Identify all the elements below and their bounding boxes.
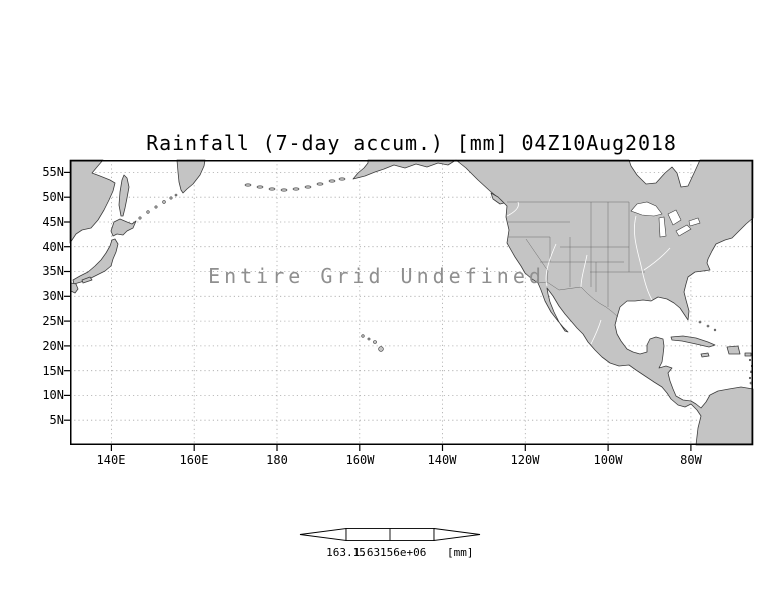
cuba-island (670, 335, 716, 348)
puerto-rico-island (744, 352, 752, 357)
colorbar-label-min: 163.15 (326, 546, 366, 559)
rivers (506, 201, 671, 345)
y-axis-tick-label: 20N (42, 339, 64, 353)
colorbar-right-arrow (433, 527, 481, 542)
y-axis-tick-label: 10N (42, 388, 64, 402)
map-svg (64, 159, 754, 451)
y-axis-tick-label: 15N (42, 364, 64, 378)
x-axis-tick-label: 160E (179, 453, 209, 467)
x-axis-tick-label: 140W (427, 453, 457, 467)
annotation-grid-undefined: Entire Grid Undefined (208, 264, 545, 288)
hispaniola-island (726, 345, 741, 355)
y-axis-tick-label: 40N (42, 240, 64, 254)
y-axis-tick-label: 45N (42, 215, 64, 229)
y-axis-tick-label: 30N (42, 289, 64, 303)
x-axis-tick-label: 160W (345, 453, 375, 467)
colorbar-left-arrow (299, 527, 347, 542)
aleutian-islands (244, 177, 346, 192)
great-lakes (630, 201, 701, 238)
x-axis-tick-label: 80W (680, 453, 702, 467)
siberia-coast (69, 159, 116, 244)
sakhalin-island (118, 174, 130, 217)
y-axis-tick-label: 25N (42, 314, 64, 328)
axis-ticks (64, 171, 692, 451)
chart-title: Rainfall (7-day accum.) [mm] 04Z10Aug201… (146, 131, 677, 155)
plot-frame (70, 160, 753, 445)
kamchatka-peninsula (176, 159, 206, 194)
shikoku-island (81, 276, 93, 284)
colorbar-units: [mm] (447, 546, 474, 559)
kuril-islands (138, 193, 178, 220)
y-axis-tick-label: 50N (42, 190, 64, 204)
hokkaido-island (110, 218, 137, 237)
hawaiian-islands (361, 334, 384, 352)
x-axis-tick-label: 120W (510, 453, 540, 467)
colorbar (298, 527, 482, 542)
x-axis-tick-label: 140E (96, 453, 126, 467)
y-axis-tick-label: 5N (49, 413, 64, 427)
vancouver-island (490, 192, 505, 205)
state-boundaries (507, 201, 645, 318)
colorbar-label-max: 1.63156e+06 (353, 546, 427, 559)
colorbar-svg (299, 527, 481, 542)
landmasses (69, 159, 754, 446)
jamaica-island (700, 352, 710, 358)
bahamas-and-antilles (698, 320, 754, 385)
y-axis-tick-label: 35N (42, 264, 64, 278)
plot-area: Entire Grid Undefined (64, 159, 754, 451)
x-axis-tick-label: 100W (593, 453, 623, 467)
x-axis-tick-label: 180 (266, 453, 288, 467)
alaska-coast-strip (352, 159, 457, 180)
y-axis-tick-label: 55N (42, 165, 64, 179)
